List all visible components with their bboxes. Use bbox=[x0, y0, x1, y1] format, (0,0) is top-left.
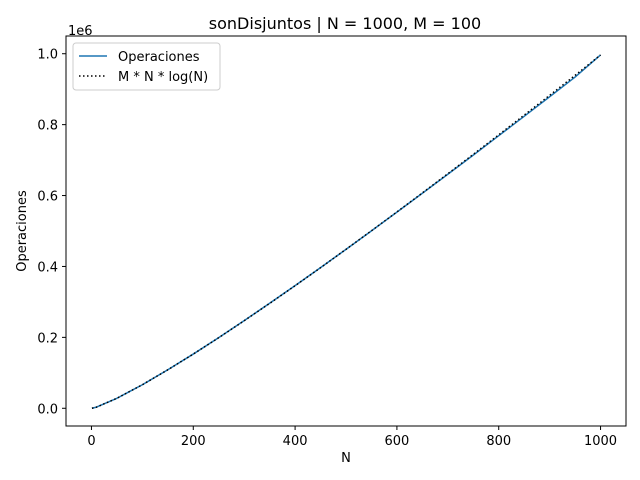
x-axis: 0 200 400 600 800 1000 bbox=[87, 426, 617, 449]
legend-box bbox=[72, 42, 221, 91]
x-tick-label: 1000 bbox=[584, 434, 617, 449]
x-tick-label: 400 bbox=[283, 434, 308, 449]
series-line-m-n-logn bbox=[91, 54, 602, 409]
y-tick-label: 0.8 bbox=[37, 119, 58, 134]
y-tick-label: 0.6 bbox=[37, 190, 58, 205]
series-layer bbox=[91, 54, 602, 409]
legend: Operaciones M * N * log(N) bbox=[72, 42, 221, 91]
x-tick-label: 800 bbox=[486, 434, 511, 449]
y-offset-label: 1e6 bbox=[68, 24, 93, 39]
chart-title: sonDisjuntos | N = 1000, M = 100 bbox=[209, 14, 481, 33]
y-tick-label: 0.0 bbox=[37, 402, 58, 417]
x-tick-label: 600 bbox=[384, 434, 409, 449]
y-axis: 0.0 0.2 0.4 0.6 0.8 1.0 bbox=[37, 48, 66, 417]
y-tick-label: 0.4 bbox=[37, 260, 58, 275]
x-axis-label: N bbox=[341, 451, 351, 466]
plot-area bbox=[65, 35, 627, 427]
legend-label-m-n-logn: M * N * log(N) bbox=[118, 70, 208, 85]
x-tick-label: 200 bbox=[181, 434, 206, 449]
legend-label-operaciones: Operaciones bbox=[118, 50, 200, 65]
plot-frame bbox=[65, 35, 627, 427]
x-tick-label: 0 bbox=[87, 434, 95, 449]
y-tick-label: 1.0 bbox=[37, 48, 58, 63]
y-axis-label: Operaciones bbox=[15, 190, 30, 272]
y-tick-label: 0.2 bbox=[37, 331, 58, 346]
